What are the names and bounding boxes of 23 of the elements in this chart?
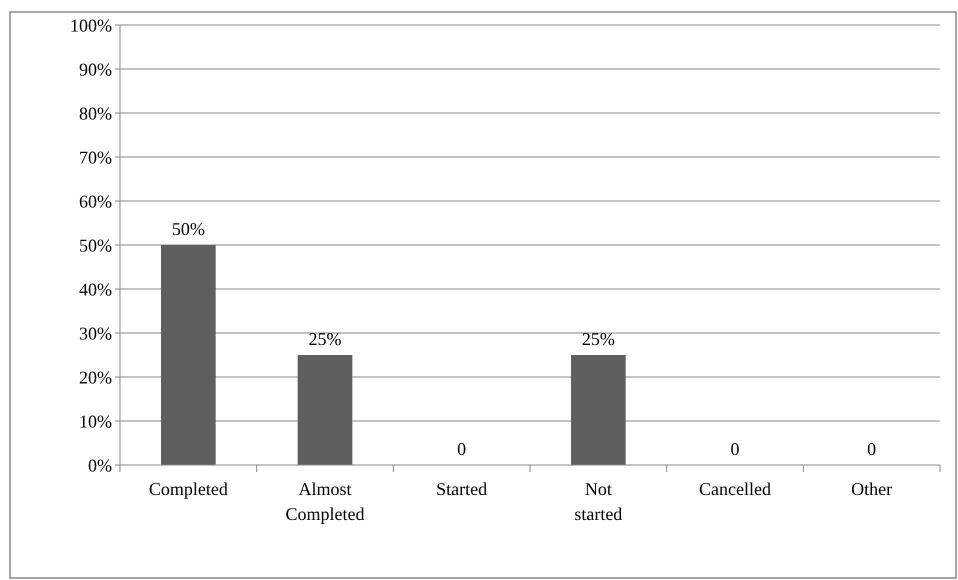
x-tick-label: Other	[851, 479, 892, 499]
x-tick-label: Cancelled	[699, 479, 771, 499]
x-tick-label: Almost Completed	[286, 479, 364, 524]
data-label: 50%	[172, 219, 205, 239]
y-tick-label: 0%	[88, 455, 112, 476]
y-tick-label: 10%	[79, 411, 112, 432]
x-tick-label: Completed	[148, 479, 228, 499]
y-tick-label: 20%	[79, 367, 112, 388]
y-tick-label: 40%	[79, 279, 112, 300]
y-tick-label: 60%	[79, 191, 112, 212]
data-label: 25%	[308, 329, 342, 349]
data-label: 25%	[582, 329, 615, 349]
y-tick-label: 30%	[79, 323, 112, 344]
y-tick-label: 50%	[79, 235, 112, 256]
y-tick-label: 90%	[79, 59, 112, 80]
y-tick-label: 70%	[79, 147, 112, 168]
y-tick-label: 100%	[70, 15, 112, 36]
data-label: 0	[867, 439, 876, 459]
x-tick-label: Started	[436, 479, 488, 499]
data-label: 0	[457, 439, 466, 459]
data-label: 0	[730, 439, 740, 459]
x-tick-label: Not started	[574, 479, 622, 524]
y-tick-label: 80%	[79, 103, 112, 124]
